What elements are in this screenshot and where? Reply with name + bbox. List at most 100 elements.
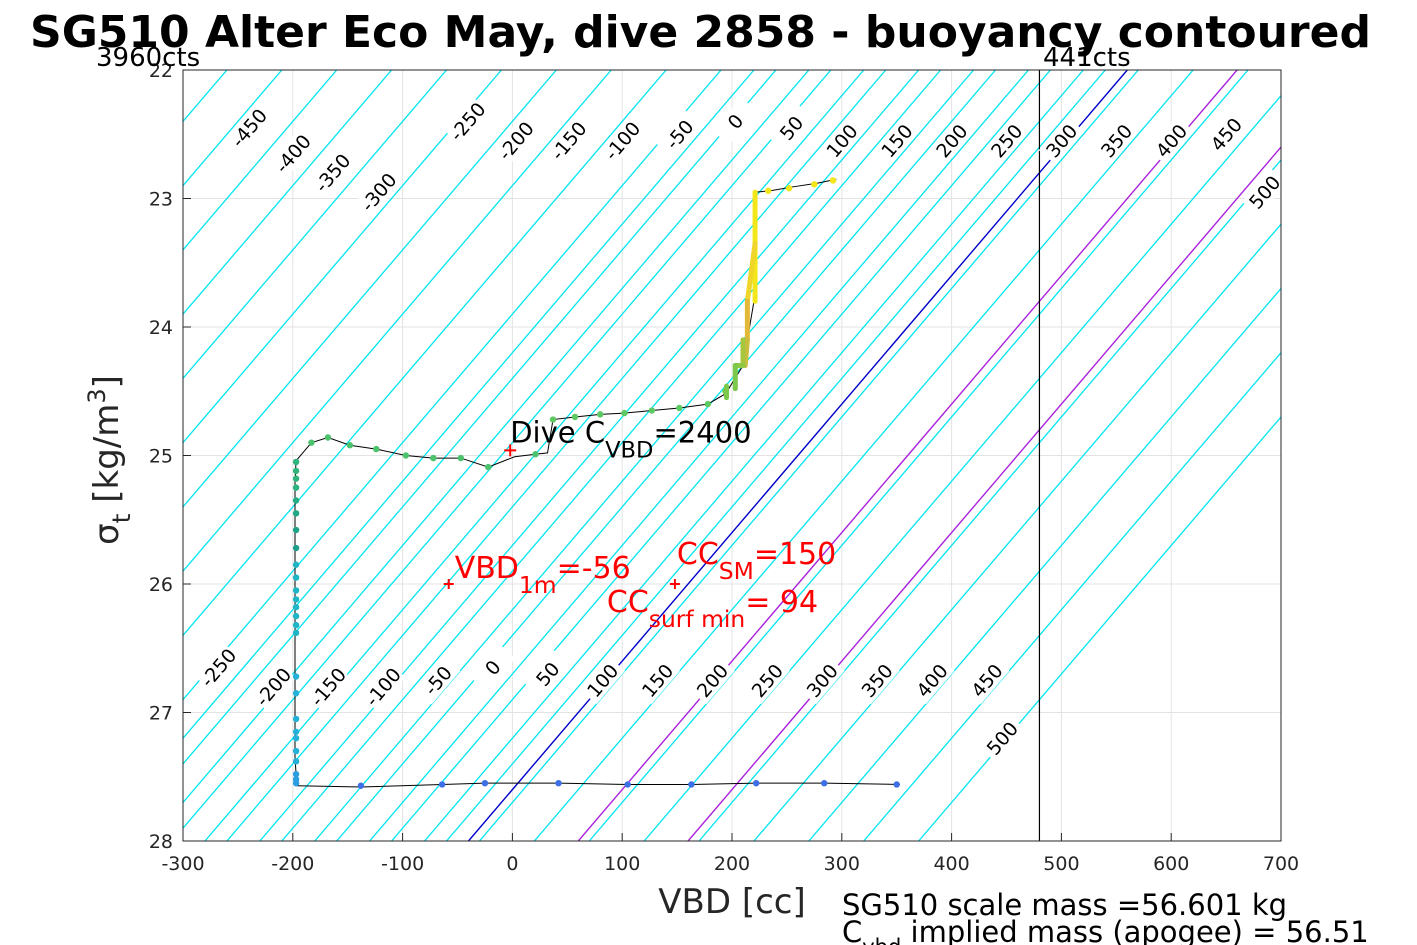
profile-point <box>292 612 300 620</box>
buoyancy-contour-line <box>918 415 1281 841</box>
x-tick-label: 600 <box>1153 853 1189 875</box>
contour-label-bg <box>195 643 241 692</box>
profile-point <box>292 467 300 475</box>
profile-point <box>648 407 656 414</box>
y-tick-label: 26 <box>149 574 173 596</box>
x-tick-label: 700 <box>1263 853 1299 875</box>
buoyancy-contour-line <box>0 70 62 841</box>
x-tick-label: 100 <box>604 853 640 875</box>
contour-label-bg <box>744 656 790 705</box>
ccsm-label: CCSM=150 <box>677 537 836 585</box>
x-tick-label: -300 <box>161 853 204 875</box>
profile-point <box>292 603 300 611</box>
profile-point <box>292 574 300 581</box>
dive-cvbd-label: Dive CVBD=2400 <box>510 415 751 463</box>
profile-point <box>722 388 729 395</box>
contour-label-bg <box>226 103 272 152</box>
contour-label-bg <box>579 656 626 705</box>
x-tick-label: 0 <box>506 853 518 875</box>
contour-label-bg <box>270 129 316 178</box>
contour-label-bg <box>355 168 402 216</box>
profile-point <box>481 779 489 787</box>
x-tick-label: 300 <box>824 853 860 875</box>
buoyancy-contour-line <box>753 223 1281 841</box>
profile-point <box>292 758 300 765</box>
x-tick-label: 400 <box>933 853 969 875</box>
buoyancy-contour-line <box>259 70 920 841</box>
left-counts-label: 3960cts <box>96 43 200 73</box>
contour-label-bg <box>634 656 680 705</box>
profile-point <box>438 781 446 788</box>
contour-label-bg <box>799 656 845 705</box>
y-tick-label: 24 <box>149 317 173 339</box>
profile-point <box>597 411 604 418</box>
profile-point <box>457 454 464 462</box>
buoyancy-contour-line <box>533 70 1194 841</box>
contour-label-bg <box>599 116 645 165</box>
profile-point <box>324 434 332 441</box>
contour-label-bg <box>250 662 296 711</box>
x-tick-label: -100 <box>381 853 424 875</box>
profile-point <box>785 185 793 192</box>
profile-point <box>893 781 900 788</box>
profile-point <box>292 673 300 680</box>
profile-point <box>624 781 631 788</box>
contour-label-bg <box>545 116 592 165</box>
contour-label-bg <box>1241 168 1288 216</box>
profile-thick-segment <box>742 337 750 369</box>
contour-label-bg <box>360 662 406 711</box>
profile-point <box>292 715 300 723</box>
profile-point <box>676 404 683 412</box>
dive-profile <box>292 177 901 789</box>
buoyancy-contour-line <box>588 70 1249 841</box>
profile-thick-segment <box>744 240 758 304</box>
y-tick-label: 28 <box>149 831 173 853</box>
profile-point <box>402 452 410 459</box>
contour-label-bg <box>983 116 1030 165</box>
profile-point <box>292 544 300 552</box>
profile-point <box>292 596 300 603</box>
buoyancy-contour-line <box>808 287 1281 841</box>
contour-label-bg <box>909 656 955 705</box>
right-counts-label: 441cts <box>1043 43 1131 73</box>
profile-point <box>811 181 818 188</box>
ccsurf-label: CCsurf min= 94 <box>607 585 818 633</box>
x-tick-label: 500 <box>1043 853 1079 875</box>
buoyancy-contour-line <box>391 70 1051 841</box>
buoyancy-contour-line <box>183 70 557 508</box>
profile-point <box>292 621 300 629</box>
buoyancy-contour-line <box>183 70 832 830</box>
profile-point <box>532 451 539 458</box>
y-tick-label: 27 <box>149 703 173 725</box>
contour-label-bg <box>819 116 865 165</box>
profile-point <box>292 747 300 755</box>
buoyancy-contour-line <box>183 70 393 316</box>
contour-label-bg <box>712 97 758 146</box>
profile-point <box>485 463 492 471</box>
buoyancy-contour-line <box>183 70 777 765</box>
buoyancy-contour-line <box>226 70 887 841</box>
svg-text:σt [kg/m3]: σt [kg/m3] <box>83 375 136 545</box>
axis-ticks: -300 -200 -100 0 100 200 300 400 500 600 700 22 23 24… <box>149 60 1299 875</box>
contour-label-bg <box>415 656 461 705</box>
contour-label-bg <box>874 116 920 165</box>
x-tick-label: 200 <box>714 853 750 875</box>
reference-line <box>577 70 1238 841</box>
profile-point <box>621 409 628 417</box>
buoyancy-contour-line <box>314 70 975 841</box>
buoyancy-contours <box>0 70 1281 841</box>
reference-line <box>687 146 1281 841</box>
buoyancy-contour-line <box>183 70 502 444</box>
profile-point <box>292 561 300 568</box>
profile-point <box>292 484 300 491</box>
contour-label-bg <box>444 97 491 146</box>
buoyancy-contour-line <box>183 70 810 804</box>
chart-title: SG510 Alter Eco May, dive 2858 - buoyanc… <box>30 7 1371 58</box>
profile-point <box>292 497 300 504</box>
profile-point <box>430 454 437 462</box>
profile-point <box>688 781 695 788</box>
scale-mass-text: SG510 scale mass =56.601 kg <box>842 888 1287 922</box>
vbd1m-label: VBD1m=-56 <box>455 551 631 599</box>
